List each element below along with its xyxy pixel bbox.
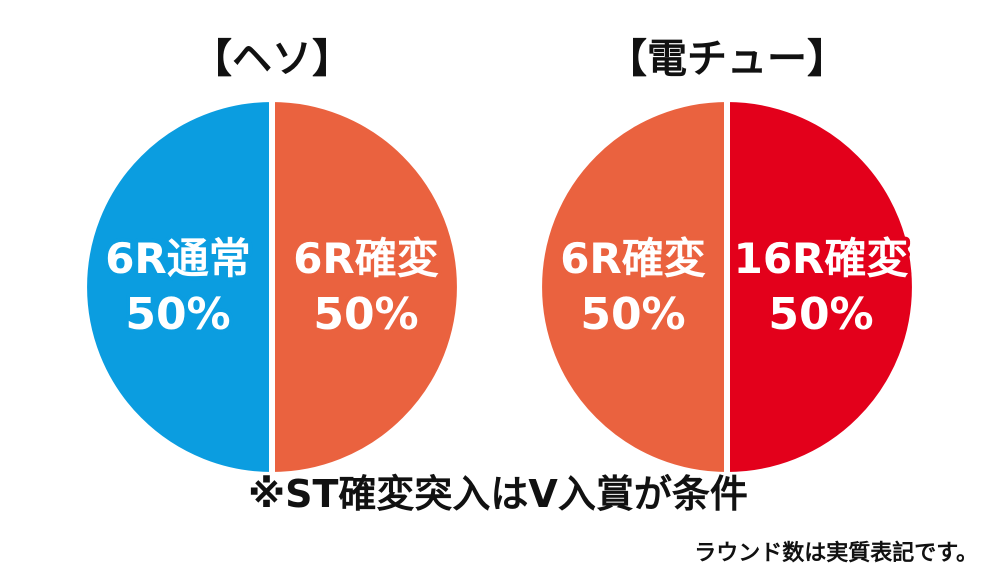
pie-slice-heso-1 bbox=[269, 95, 463, 479]
pie-slice-heso-0 bbox=[81, 95, 275, 479]
pie-title-denchu: 【電チュー】 bbox=[607, 36, 847, 82]
slice-value-heso-0: 50% bbox=[125, 289, 230, 340]
pie-slice-denchu-0 bbox=[536, 95, 730, 479]
slice-label-heso-1: 6R確変 bbox=[293, 234, 439, 283]
slice-value-denchu-1: 50% bbox=[768, 289, 873, 340]
pie-slice-denchu-1 bbox=[724, 95, 918, 479]
pie-heso: 6R通常 50% 6R確変 50% bbox=[81, 95, 463, 479]
slice-value-denchu-0: 50% bbox=[580, 289, 685, 340]
pies-layer: 6R通常 50% 6R確変 50% 6R確変 50% 16R確変 50% bbox=[81, 95, 918, 479]
slice-value-heso-1: 50% bbox=[313, 289, 418, 340]
slice-label-heso-0: 6R通常 bbox=[105, 234, 251, 283]
footnote-v-condition: ※ST確変突入はV入賞が条件 bbox=[248, 472, 748, 516]
pie-denchu: 6R確変 50% 16R確変 50% bbox=[536, 95, 918, 479]
pie-title-heso: 【ヘソ】 bbox=[192, 36, 352, 82]
slice-label-denchu-0: 6R確変 bbox=[560, 234, 706, 283]
slice-label-denchu-1: 16R確変 bbox=[734, 234, 909, 283]
round-count-note: ラウンド数は実質表記です。 bbox=[694, 540, 978, 566]
